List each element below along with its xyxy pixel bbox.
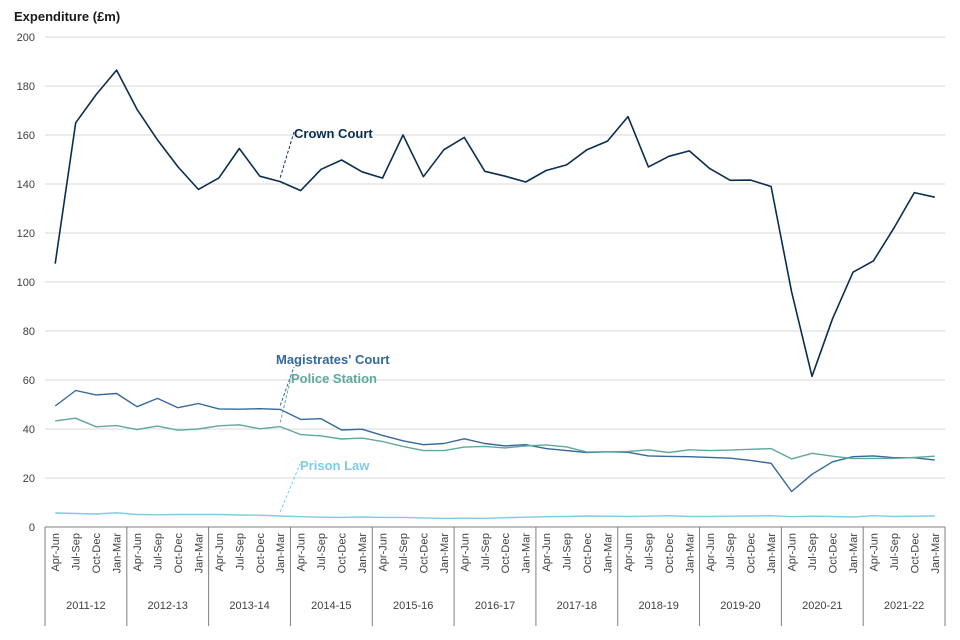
series-labels: Crown Court Magistrates' Court Police Stat… xyxy=(276,126,390,513)
x-tick-label: Apr-Jun xyxy=(868,533,880,572)
x-tick-label: Jul-Sep xyxy=(889,533,901,570)
y-tick-label: 0 xyxy=(29,522,35,534)
x-year-label: 2018-19 xyxy=(638,600,678,612)
x-tick-label: Jul-Sep xyxy=(562,533,574,570)
label-leader-line xyxy=(279,131,295,178)
x-tick-label: Jan-Mar xyxy=(766,533,778,574)
x-year-label: 2021-22 xyxy=(884,600,924,612)
x-tick-label: Jul-Sep xyxy=(643,533,655,570)
x-tick-label: Oct-Dec xyxy=(255,533,267,574)
series-label: Prison Law xyxy=(300,458,370,473)
x-tick-label: Jan-Mar xyxy=(112,533,124,574)
x-tick-label: Apr-Jun xyxy=(459,533,471,572)
x-tick-label: Oct-Dec xyxy=(746,533,758,574)
x-tick-label: Jan-Mar xyxy=(193,533,205,574)
y-tick-label: 40 xyxy=(23,424,35,436)
x-year-label: 2015-16 xyxy=(393,600,433,612)
x-tick-label: Oct-Dec xyxy=(173,533,185,574)
x-tick-label: Jul-Sep xyxy=(316,533,328,570)
y-tick-label: 180 xyxy=(17,81,35,93)
y-tick-label: 140 xyxy=(17,179,35,191)
y-tick-label: 80 xyxy=(23,326,35,338)
x-tick-label: Apr-Jun xyxy=(705,533,717,572)
x-tick-label: Oct-Dec xyxy=(500,533,512,574)
x-tick-label: Oct-Dec xyxy=(664,533,676,574)
x-year-label: 2011-12 xyxy=(66,600,106,612)
x-tick-label: Jul-Sep xyxy=(398,533,410,570)
x-tick-label: Jul-Sep xyxy=(153,533,165,570)
y-tick-label: 20 xyxy=(23,473,35,485)
x-tick-label: Apr-Jun xyxy=(132,533,144,572)
y-tick-label: 120 xyxy=(17,228,35,240)
label-leader-line xyxy=(279,376,292,423)
series-label: Crown Court xyxy=(294,126,373,141)
x-tick-label: Jul-Sep xyxy=(71,533,83,570)
y-tick-label: 100 xyxy=(17,277,35,289)
x-year-label: 2016-17 xyxy=(475,600,515,612)
label-leader-line xyxy=(279,463,301,513)
x-tick-label: Apr-Jun xyxy=(296,533,308,572)
x-tick-label: Apr-Jun xyxy=(378,533,390,572)
x-tick-label: Jan-Mar xyxy=(439,533,451,574)
x-tick-label: Oct-Dec xyxy=(582,533,594,574)
x-tick-label: Apr-Jun xyxy=(623,533,635,572)
x-tick-label: Jan-Mar xyxy=(357,533,369,574)
y-tick-label: 60 xyxy=(23,375,35,387)
x-tick-label: Oct-Dec xyxy=(418,533,430,574)
x-tick-label: Jan-Mar xyxy=(848,533,860,574)
series-label: Police Station xyxy=(291,371,377,386)
x-tick-label: Jul-Sep xyxy=(725,533,737,570)
series-line-prison-law xyxy=(55,512,935,520)
x-tick-label: Jan-Mar xyxy=(930,533,942,574)
x-year-label: 2013-14 xyxy=(229,600,269,612)
x-tick-label: Oct-Dec xyxy=(828,533,840,574)
y-tick-label: 200 xyxy=(17,32,35,44)
x-tick-label: Apr-Jun xyxy=(541,533,553,572)
x-tick-label: Oct-Dec xyxy=(337,533,349,574)
x-tick-label: Jul-Sep xyxy=(480,533,492,570)
x-year-label: 2019-20 xyxy=(720,600,760,612)
x-tick-label: Apr-Jun xyxy=(787,533,799,572)
x-year-label: 2014-15 xyxy=(311,600,351,612)
y-tick-label: 160 xyxy=(17,130,35,142)
x-tick-label: Jan-Mar xyxy=(684,533,696,574)
x-tick-label: Jul-Sep xyxy=(234,533,246,570)
x-tick-label: Oct-Dec xyxy=(91,533,103,574)
x-tick-label: Jan-Mar xyxy=(603,533,615,574)
series-label: Magistrates' Court xyxy=(276,352,390,367)
series-line-magistrates-court xyxy=(54,389,935,493)
x-year-label: 2020-21 xyxy=(802,600,842,612)
label-leader-line xyxy=(279,366,295,406)
series-line-crown-court xyxy=(54,69,935,378)
x-tick-label: Apr-Jun xyxy=(214,533,226,572)
x-tick-label: Jan-Mar xyxy=(275,533,287,574)
x-tick-label: Jul-Sep xyxy=(807,533,819,570)
x-year-label: 2017-18 xyxy=(557,600,597,612)
y-axis-title: Expenditure (£m) xyxy=(14,9,120,24)
x-year-label: 2012-13 xyxy=(148,600,188,612)
x-tick-label: Jan-Mar xyxy=(521,533,533,574)
series-lines xyxy=(54,69,935,520)
y-axis-ticks: 0 20 40 60 80 100 120 140 160 180 200 xyxy=(17,32,35,534)
x-tick-label: Apr-Jun xyxy=(50,533,62,572)
series-line-police-station xyxy=(55,417,935,460)
x-axis: Apr-Jun Jul-Sep Oct-Dec Jan-Mar Apr-Jun Jul-S… xyxy=(44,526,946,626)
x-tick-label: Oct-Dec xyxy=(909,533,921,574)
